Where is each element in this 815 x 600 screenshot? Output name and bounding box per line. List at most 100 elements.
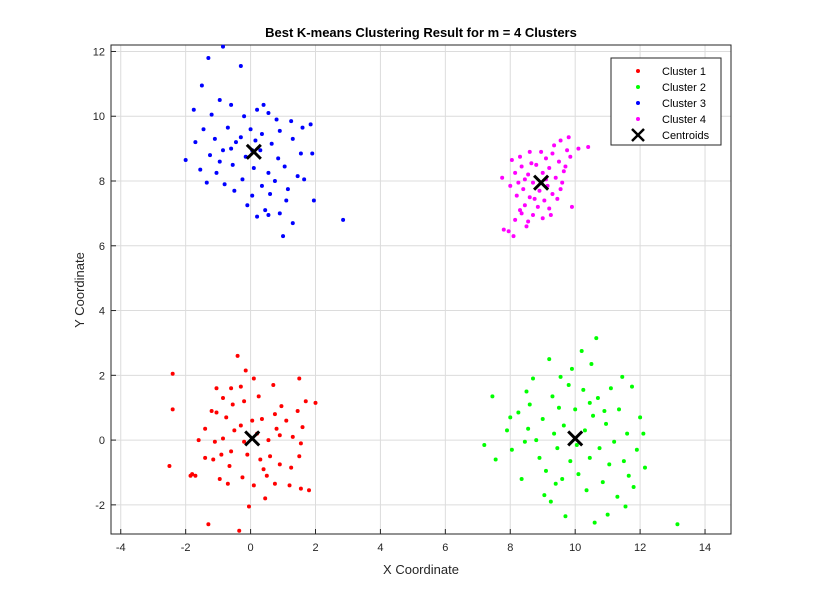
cluster-3-point [251,166,256,171]
cluster-1-point [258,457,263,462]
cluster-3-point [233,140,238,145]
cluster-4-point [530,180,535,185]
x-tick-label: 8 [507,542,513,554]
cluster-4-point [535,204,540,209]
x-tick-label: 14 [699,542,711,554]
plot-area-frame [110,44,732,535]
cluster-1-point [259,417,264,422]
cluster-4-point [501,227,506,232]
legend-marker-cluster-1 [636,69,640,73]
cluster-2-point [569,366,574,371]
cluster-4-point [576,146,581,151]
cluster-4-point [526,219,531,224]
cluster-2-point [584,488,589,493]
cluster-2-point [623,504,628,509]
cluster-1-point [277,433,282,438]
y-axis-label: Y Coordinate [72,252,87,328]
cluster-2-point [519,476,524,481]
cluster-1-point [242,439,247,444]
cluster-2-point [642,465,647,470]
cluster-2-point [592,520,597,525]
legend-label-cluster-4: Cluster 4 [662,114,706,126]
cluster-1-point [232,428,237,433]
cluster-1-point [238,384,243,389]
cluster-3-point [281,234,286,239]
legend-box [610,57,722,146]
cluster-3-point [198,167,203,172]
y-tick-label: 2 [99,370,105,382]
cluster-4-point [506,229,511,234]
cluster-2-point [587,455,592,460]
cluster-1-point [229,386,234,391]
cluster-4-point [519,164,524,169]
cluster-4-point [529,161,534,166]
cluster-3-point [295,174,300,179]
cluster-4-point [524,224,529,229]
cluster-4-point [569,204,574,209]
cluster-3-point [277,211,282,216]
cluster-2-point [602,408,607,413]
cluster-3-point [191,107,196,112]
cluster-3-point [253,138,258,143]
cluster-1-point [271,383,276,388]
cluster-3-point [274,117,279,122]
cluster-3-point [266,170,271,175]
cluster-2-point [547,357,552,362]
cluster-3-point [259,132,264,137]
cluster-2-point [530,376,535,381]
cluster-2-point [543,468,548,473]
cluster-3-point [193,140,198,145]
cluster-4-point [561,169,566,174]
y-tick-label: 12 [93,46,105,58]
cluster-4-point [550,151,555,156]
cluster-4-point [509,157,514,162]
cluster-2-point [617,407,622,412]
cluster-3-point [206,55,211,60]
cluster-3-point [220,148,225,153]
cluster-1-point [227,463,232,468]
cluster-2-point [625,431,630,436]
cluster-4-point [519,211,524,216]
cluster-1-point [297,454,302,459]
cluster-4-point [586,145,591,150]
x-tick-label: -4 [116,542,126,554]
cluster-1-point [266,438,271,443]
cluster-2-point [537,455,542,460]
cluster-1-point [229,449,234,454]
cluster-1-point [277,462,282,467]
cluster-2-point [553,481,558,486]
cluster-4-point [563,164,568,169]
cluster-1-point [272,481,277,486]
cluster-2-point [508,415,513,420]
cluster-1-point [268,454,273,459]
centroid-marker [533,174,550,191]
cluster-3-point [300,125,305,130]
cluster-3-point [245,203,250,208]
cluster-3-point [261,102,266,107]
cluster-2-point [548,499,553,504]
data-points [167,44,680,533]
cluster-3-point [284,198,289,203]
cluster-4-point [500,175,505,180]
cluster-1-point [251,483,256,488]
cluster-2-point [568,459,573,464]
cluster-3-point [199,83,204,88]
cluster-2-point [493,457,498,462]
cluster-3-point [308,122,313,127]
cluster-1-point [245,452,250,457]
cluster-1-point [274,426,279,431]
cluster-4-point [516,180,521,185]
cluster-4-point [560,180,565,185]
cluster-2-point [522,439,527,444]
cluster-3-point [238,64,243,69]
cluster-2-point [626,473,631,478]
cluster-1-point [188,473,193,478]
cluster-1-point [250,418,255,423]
cluster-1-point [297,376,302,381]
cluster-2-point [516,410,521,415]
cluster-2-point [615,494,620,499]
cluster-4-point [518,154,523,159]
cluster-4-point [521,187,526,192]
cluster-4-point [514,193,519,198]
cluster-4-point [565,148,570,153]
